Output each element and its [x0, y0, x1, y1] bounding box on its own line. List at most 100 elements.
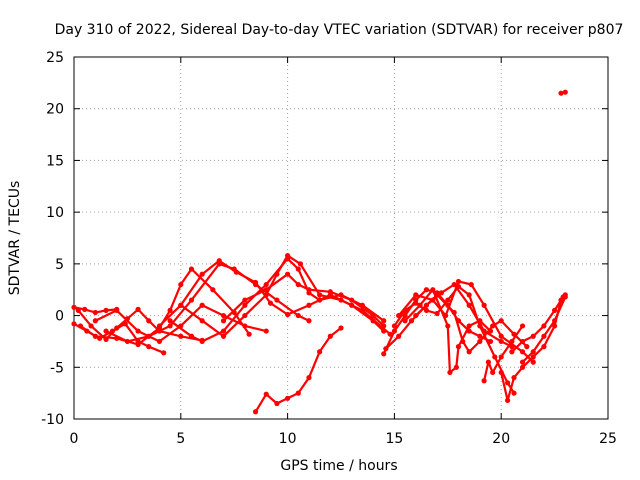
data-point [552, 307, 558, 313]
data-point [274, 297, 280, 303]
series-line [393, 285, 516, 395]
data-point [492, 354, 498, 360]
data-point [103, 328, 109, 334]
data-point [530, 333, 536, 339]
data-point [413, 300, 419, 306]
data-point [466, 349, 472, 355]
data-point [402, 312, 408, 319]
data-point [252, 279, 259, 286]
data-point [530, 354, 536, 360]
data-point [306, 287, 312, 293]
data-point [487, 338, 494, 345]
data-point [161, 350, 167, 356]
data-point [306, 375, 312, 381]
data-point [481, 378, 487, 384]
data-point [220, 333, 227, 339]
data-point [114, 325, 120, 331]
grid-lines [74, 57, 608, 419]
data-point [451, 309, 457, 316]
data-point [562, 89, 568, 95]
data-point [71, 304, 77, 310]
data-point [295, 281, 301, 288]
data-point [135, 306, 141, 312]
data-point [71, 321, 77, 327]
chart-title: Day 310 of 2022, Sidereal Day-to-day VTE… [55, 22, 624, 38]
data-point [252, 409, 259, 415]
data-point [505, 380, 511, 386]
x-tick-label: 0 [70, 431, 79, 447]
series-line [404, 288, 492, 374]
series-track-15 [396, 278, 536, 365]
data-point [453, 364, 459, 370]
data-point [295, 390, 301, 396]
data-point [135, 341, 141, 348]
series-track-16 [402, 287, 494, 376]
data-point [466, 292, 472, 298]
data-point [146, 344, 152, 350]
data-point [370, 312, 376, 319]
data-point [519, 359, 526, 365]
data-point [349, 297, 355, 303]
data-point [396, 333, 402, 339]
series-line [254, 326, 343, 413]
series-track-21 [519, 294, 568, 365]
y-tick-label: 20 [46, 102, 64, 118]
data-point [381, 351, 387, 357]
data-point [511, 375, 517, 381]
data-point [519, 323, 526, 329]
y-tick-label: -5 [50, 360, 64, 376]
data-point [167, 323, 173, 329]
data-point [267, 300, 274, 306]
series-line [384, 283, 513, 350]
series-track-18 [481, 323, 526, 384]
data-point [242, 312, 248, 319]
data-point [391, 323, 397, 329]
data-point [220, 318, 227, 324]
data-point [103, 307, 109, 313]
data-point [460, 338, 466, 345]
data-point [447, 369, 453, 376]
series-track-17 [413, 292, 530, 355]
data-point [156, 323, 163, 329]
data-point [327, 333, 333, 339]
axis-ticks [73, 56, 609, 420]
data-point [408, 318, 415, 324]
data-point [413, 292, 419, 298]
data-point [124, 338, 130, 345]
x-axis-label: GPS time / hours [280, 458, 397, 474]
data-point [92, 333, 98, 339]
data-point [498, 333, 504, 339]
data-point [434, 292, 440, 298]
x-tick-label: 25 [599, 431, 617, 447]
data-point [402, 318, 408, 324]
data-point [274, 271, 280, 277]
data-point [188, 266, 195, 272]
data-point [455, 344, 462, 350]
data-point [263, 292, 269, 298]
x-tick-label: 10 [279, 431, 297, 447]
data-point [451, 281, 457, 288]
data-point [199, 318, 205, 324]
data-point [263, 281, 269, 288]
plot-frame [73, 56, 609, 420]
y-tick-label: 25 [46, 50, 64, 66]
data-point [477, 333, 483, 339]
data-point [167, 318, 173, 324]
data-point [199, 302, 205, 308]
data-point [220, 312, 227, 319]
data-point [242, 302, 248, 308]
series-line [222, 273, 385, 327]
data-point [498, 318, 504, 324]
data-point [199, 338, 205, 345]
data-point [317, 349, 323, 355]
data-point [498, 369, 504, 376]
data-point [562, 294, 568, 300]
data-point [524, 344, 530, 350]
data-point [445, 323, 451, 329]
data-point [338, 325, 344, 331]
data-point [178, 333, 184, 339]
data-point [530, 359, 536, 365]
data-point [509, 338, 515, 345]
data-point [146, 318, 152, 324]
